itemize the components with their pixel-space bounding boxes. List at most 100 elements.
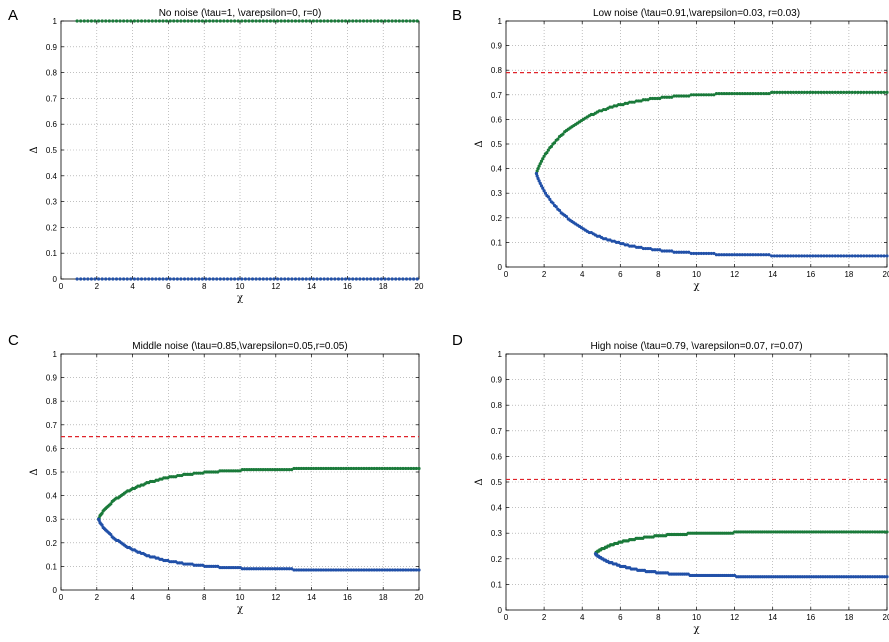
upper-branch-point bbox=[839, 90, 843, 94]
y-tick-label: 0.5 bbox=[491, 478, 503, 487]
upper-branch-point bbox=[858, 530, 863, 534]
upper-branch-point bbox=[236, 19, 240, 23]
upper-branch-point bbox=[878, 530, 882, 534]
lower-branch-point bbox=[780, 575, 784, 579]
upper-branch-point bbox=[819, 90, 823, 94]
upper-branch-point bbox=[354, 19, 358, 23]
upper-branch-point bbox=[236, 469, 240, 473]
lower-branch-point bbox=[316, 568, 321, 572]
upper-branch-point bbox=[837, 530, 841, 534]
upper-branch-point bbox=[404, 466, 408, 471]
lower-branch-point bbox=[336, 277, 341, 281]
lower-branch-point bbox=[628, 244, 632, 248]
upper-branch-point bbox=[233, 19, 237, 23]
lower-branch-point bbox=[107, 277, 111, 281]
lower-branch-point bbox=[390, 568, 395, 572]
upper-branch-point bbox=[811, 90, 815, 94]
upper-branch-point bbox=[641, 98, 645, 102]
lower-branch-point bbox=[849, 575, 853, 579]
upper-branch-point bbox=[732, 91, 737, 96]
lower-branch-point bbox=[315, 277, 319, 281]
upper-branch-point bbox=[213, 470, 218, 474]
lower-branch-point bbox=[186, 277, 190, 281]
lower-branch-point bbox=[301, 277, 305, 281]
panel-B: B 0 2 4 6 8 10 12 14 16 18 20 0 0.1 0.2 0.3 0.4 0.5 0.6 0.7… bbox=[452, 7, 889, 292]
lower-branch-point bbox=[759, 253, 763, 257]
upper-branch-point bbox=[827, 90, 832, 94]
upper-branch-point bbox=[362, 466, 366, 471]
upper-branch-point bbox=[546, 148, 550, 152]
y-tick-label: 0.9 bbox=[46, 43, 58, 52]
upper-branch-point bbox=[401, 466, 405, 471]
lower-branch-point bbox=[321, 568, 326, 572]
lower-branch-point bbox=[803, 575, 807, 579]
upper-branch-point bbox=[823, 530, 827, 534]
lower-branch-point bbox=[782, 575, 786, 579]
upper-branch-point bbox=[791, 90, 796, 94]
lower-branch-point bbox=[268, 567, 272, 571]
upper-branch-point bbox=[861, 530, 865, 534]
panel-letter: A bbox=[8, 7, 18, 24]
lower-branch-point bbox=[139, 277, 144, 281]
upper-branch-point bbox=[789, 530, 793, 534]
upper-branch-point bbox=[265, 19, 269, 23]
upper-branch-point bbox=[617, 103, 621, 107]
upper-branch-point bbox=[805, 530, 809, 534]
upper-branch-point bbox=[218, 19, 222, 23]
upper-branch-point bbox=[885, 530, 889, 534]
lower-branch-point bbox=[304, 568, 308, 572]
lower-branch-point bbox=[218, 277, 222, 281]
lower-branch-point bbox=[655, 248, 659, 252]
upper-branch-point bbox=[93, 19, 97, 23]
upper-branch-point bbox=[802, 90, 807, 94]
lower-branch-point bbox=[878, 575, 882, 579]
upper-branch-point bbox=[272, 19, 276, 23]
upper-branch-point bbox=[200, 19, 205, 23]
upper-branch-point bbox=[231, 469, 235, 473]
lower-branch-point bbox=[800, 254, 804, 258]
upper-branch-point bbox=[809, 530, 814, 534]
upper-branch-point bbox=[748, 91, 752, 96]
upper-branch-point bbox=[746, 91, 750, 96]
upper-branch-point bbox=[832, 530, 837, 534]
upper-branch-point bbox=[179, 19, 183, 23]
lower-branch-point bbox=[272, 277, 276, 281]
x-tick-label: 16 bbox=[806, 613, 815, 622]
lower-branch-point bbox=[859, 254, 863, 258]
upper-branch-point bbox=[233, 469, 238, 473]
upper-branch-point bbox=[778, 90, 782, 94]
upper-branch-point bbox=[772, 90, 776, 94]
lower-branch-point bbox=[870, 254, 875, 258]
lower-branch-point bbox=[376, 277, 380, 281]
lower-branch-point bbox=[278, 567, 282, 571]
y-tick-label: 0.7 bbox=[46, 421, 58, 430]
upper-branch-point bbox=[243, 19, 247, 23]
upper-branch-point bbox=[329, 466, 333, 471]
upper-branch-point bbox=[655, 96, 659, 101]
lower-branch-point bbox=[800, 575, 804, 579]
upper-branch-point bbox=[75, 19, 79, 23]
lower-branch-point bbox=[534, 171, 539, 176]
lower-branch-point bbox=[773, 575, 778, 579]
upper-branch-point bbox=[340, 19, 344, 23]
lower-branch-point bbox=[354, 277, 358, 281]
upper-branch-point bbox=[830, 530, 834, 534]
x-tick-label: 18 bbox=[379, 282, 388, 291]
lower-branch-point bbox=[667, 249, 671, 253]
lower-branch-point bbox=[537, 179, 541, 183]
upper-branch-point bbox=[856, 90, 860, 94]
x-tick-label: 2 bbox=[95, 282, 100, 291]
lower-branch-point bbox=[261, 277, 265, 281]
upper-branch-point bbox=[278, 468, 282, 472]
upper-branch-point bbox=[136, 19, 140, 23]
lower-branch-point bbox=[357, 568, 361, 572]
upper-branch-point bbox=[870, 530, 875, 534]
upper-branch-point bbox=[329, 19, 333, 23]
lower-branch-point bbox=[364, 568, 369, 572]
lower-branch-point bbox=[730, 253, 734, 257]
lower-branch-point bbox=[870, 575, 875, 579]
upper-branch-point bbox=[847, 530, 851, 534]
lower-branch-point bbox=[761, 253, 766, 257]
lower-branch-point bbox=[307, 568, 311, 572]
upper-branch-point bbox=[771, 530, 775, 534]
